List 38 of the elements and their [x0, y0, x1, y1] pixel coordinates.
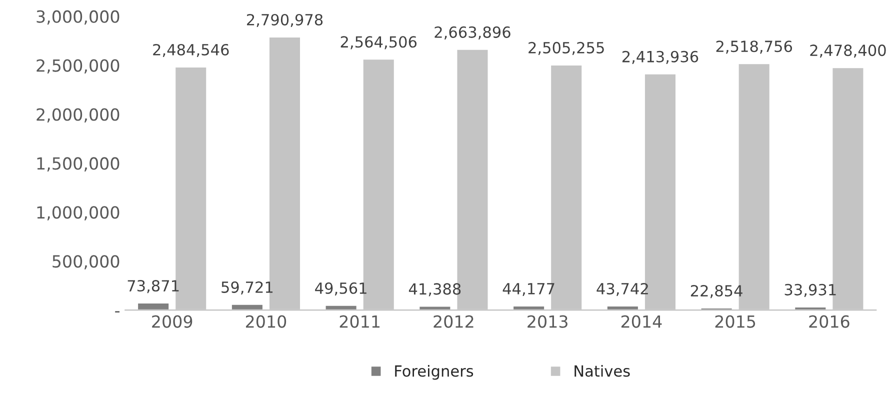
data-label: 33,931	[784, 284, 836, 298]
bar	[606, 305, 640, 310]
x-tick-label: 2016	[809, 315, 850, 328]
x-tick-label: 2010	[246, 315, 286, 328]
x-tick-label: 2013	[528, 315, 568, 328]
data-label: 2,663,896	[434, 26, 510, 40]
x-tick-label: 2015	[715, 315, 756, 328]
x-tick-label: 2009	[152, 315, 192, 328]
y-tick-label: -	[115, 311, 120, 313]
data-label: 2,564,506	[340, 36, 417, 50]
bar	[512, 305, 546, 310]
data-label: 2,790,978	[246, 14, 323, 28]
data-label: 2,518,756	[716, 40, 792, 54]
bar	[136, 302, 170, 310]
bar	[230, 304, 264, 310]
data-label: 59,721	[222, 281, 273, 294]
data-label: 22,854	[690, 284, 742, 298]
data-label: 43,742	[596, 282, 648, 296]
data-label: 2,478,400	[810, 44, 886, 58]
y-tick-label: 500,000	[52, 255, 120, 270]
data-label: 2,413,936	[622, 50, 698, 64]
legend-label: Natives	[574, 364, 630, 377]
y-tick-label: 1,000,000	[37, 206, 120, 220]
legend-label: Foreigners	[395, 364, 474, 380]
data-label: 2,484,546	[153, 44, 229, 58]
y-tick-label: 2,000,000	[36, 108, 120, 123]
x-tick-label: 2011	[340, 315, 380, 328]
y-tick-label: 3,000,000	[36, 10, 120, 25]
data-label: 49,561	[315, 282, 366, 296]
data-label: 2,505,255	[528, 42, 604, 56]
bar	[324, 304, 358, 310]
x-tick-label: 2014	[621, 315, 662, 328]
y-tick-label: 2,500,000	[36, 59, 120, 74]
x-tick-label: 2012	[434, 315, 474, 328]
data-label: 73,871	[128, 280, 179, 294]
data-label: 41,388	[408, 283, 461, 296]
y-tick-label: 1,500,000	[37, 157, 120, 172]
data-label: 44,177	[502, 283, 554, 296]
